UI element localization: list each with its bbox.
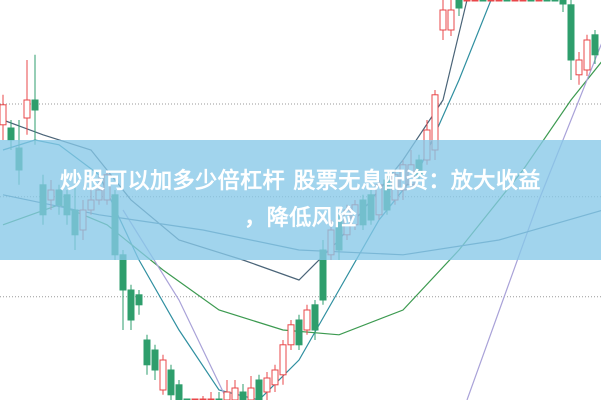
candle-body bbox=[535, 0, 543, 2]
candle bbox=[215, 392, 223, 400]
candle bbox=[159, 354, 167, 395]
candle bbox=[175, 380, 183, 400]
candle-body bbox=[471, 0, 479, 2]
candle-body bbox=[167, 369, 175, 396]
candle-body bbox=[255, 379, 263, 400]
candle-body bbox=[583, 39, 591, 71]
candle-body bbox=[479, 0, 487, 2]
candle bbox=[535, 0, 543, 2]
candle bbox=[543, 0, 551, 2]
candle-body bbox=[575, 59, 583, 76]
candle-body bbox=[303, 309, 311, 331]
candle-body bbox=[287, 324, 295, 346]
candle-body bbox=[135, 294, 143, 306]
candle-body bbox=[503, 0, 511, 2]
candle bbox=[255, 374, 263, 400]
candle-body bbox=[447, 9, 455, 31]
candle-body bbox=[239, 391, 247, 400]
candle bbox=[495, 0, 503, 2]
candle bbox=[559, 0, 567, 12]
candle bbox=[31, 54, 39, 145]
candle-body bbox=[143, 339, 151, 366]
candle-body bbox=[247, 387, 255, 400]
headline-line-2: ，降低风险 bbox=[244, 206, 357, 231]
candle bbox=[303, 304, 311, 335]
candle bbox=[503, 0, 511, 2]
candle-body bbox=[439, 9, 447, 31]
candle-body bbox=[543, 0, 551, 2]
candle bbox=[167, 364, 175, 400]
candle bbox=[207, 392, 215, 400]
headline-line-1: 炒股可以加多少倍杠杆 股票无息配资：放大收益 bbox=[60, 169, 541, 194]
candle-body bbox=[0, 104, 7, 126]
candle bbox=[0, 94, 7, 140]
candle bbox=[455, 0, 463, 16]
candle bbox=[223, 380, 231, 400]
candle-body bbox=[567, 4, 575, 61]
candle-body bbox=[559, 0, 567, 5]
candle-body bbox=[127, 289, 135, 321]
candle-body bbox=[591, 34, 599, 56]
candle bbox=[247, 376, 255, 400]
candle bbox=[447, 0, 455, 36]
candle bbox=[239, 384, 247, 400]
candle-body bbox=[271, 369, 279, 386]
candle bbox=[23, 60, 31, 135]
candle-body bbox=[551, 0, 559, 2]
candle bbox=[567, 0, 575, 80]
candle-body bbox=[119, 254, 127, 291]
candle bbox=[511, 0, 519, 2]
candle-body bbox=[487, 0, 495, 2]
candle-body bbox=[223, 391, 231, 400]
candle-body bbox=[151, 349, 159, 371]
candle-body bbox=[295, 319, 303, 346]
candle-body bbox=[527, 0, 535, 2]
candle bbox=[591, 30, 599, 64]
candle bbox=[527, 0, 535, 2]
candle bbox=[127, 284, 135, 330]
candle-body bbox=[263, 377, 271, 393]
candle bbox=[463, 0, 471, 2]
candle-body bbox=[7, 127, 15, 141]
headline-banner: 炒股可以加多少倍杠杆 股票无息配资：放大收益 ，降低风险 bbox=[0, 140, 601, 260]
candle bbox=[271, 364, 279, 392]
candle-body bbox=[279, 344, 287, 376]
candle-body bbox=[519, 0, 527, 2]
candle bbox=[199, 396, 207, 400]
candle bbox=[295, 314, 303, 350]
candle bbox=[479, 0, 487, 2]
candle-body bbox=[31, 99, 39, 111]
candle bbox=[143, 334, 151, 375]
candle-body bbox=[311, 304, 319, 331]
candle bbox=[231, 380, 239, 400]
candle bbox=[119, 250, 127, 330]
candle bbox=[471, 0, 479, 2]
candle-body bbox=[455, 0, 463, 9]
candle bbox=[287, 320, 295, 350]
candle-body bbox=[495, 0, 503, 2]
candle bbox=[311, 300, 319, 340]
candle-body bbox=[463, 0, 471, 2]
candle-body bbox=[23, 99, 31, 119]
candle bbox=[263, 372, 271, 400]
candle-body bbox=[511, 0, 519, 2]
candle-body bbox=[175, 384, 183, 400]
candle bbox=[279, 340, 287, 385]
candle bbox=[487, 0, 495, 2]
candle bbox=[519, 0, 527, 2]
candle bbox=[135, 290, 143, 315]
candle bbox=[583, 34, 591, 76]
candle bbox=[151, 344, 159, 380]
candle bbox=[575, 52, 583, 85]
candle bbox=[551, 0, 559, 2]
candle bbox=[439, 0, 447, 40]
candle-body bbox=[231, 387, 239, 400]
candle-body bbox=[159, 359, 167, 391]
